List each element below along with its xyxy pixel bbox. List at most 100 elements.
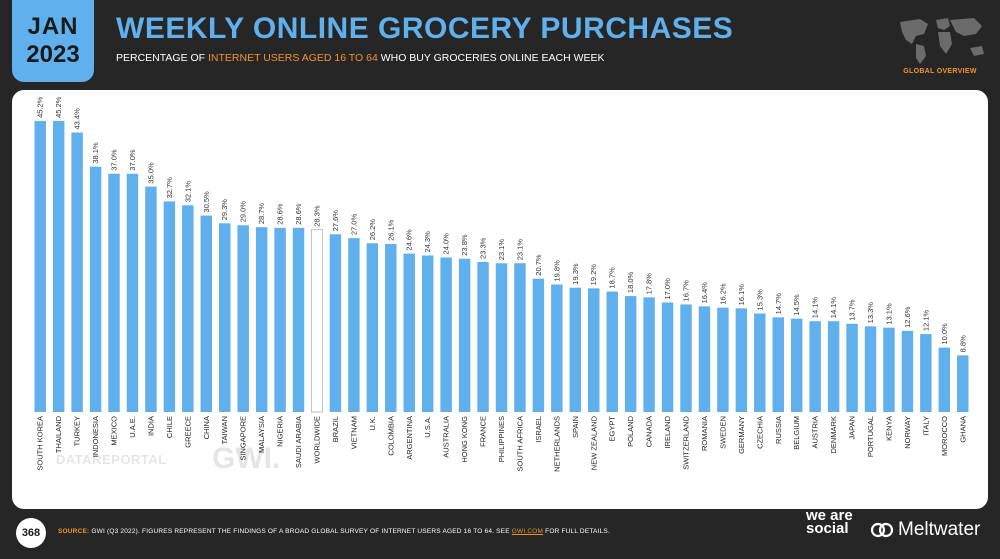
subtitle-pre: PERCENTAGE OF bbox=[116, 52, 208, 64]
category-label: SOUTH AFRICA bbox=[515, 416, 524, 471]
category-label: CHILE bbox=[165, 416, 174, 438]
gwi-watermark: GWI. bbox=[212, 442, 281, 475]
category-label: ROMANIA bbox=[700, 416, 709, 451]
bar-greece bbox=[182, 205, 194, 412]
value-label: 30.5% bbox=[202, 191, 211, 213]
bar-egypt bbox=[606, 291, 618, 412]
bar-worldwide bbox=[310, 229, 324, 413]
category-label: COLOMBIA bbox=[386, 416, 395, 456]
bar-china bbox=[200, 215, 212, 412]
value-label: 19.3% bbox=[571, 263, 580, 285]
source-end: FOR FULL DETAILS. bbox=[543, 528, 610, 535]
category-label: U.K. bbox=[368, 416, 377, 431]
bar-u-s-a- bbox=[421, 255, 434, 412]
value-label: 13.1% bbox=[884, 303, 893, 325]
bar-austria bbox=[809, 321, 821, 412]
bar-u-a-e- bbox=[126, 173, 139, 412]
world-map-graphic bbox=[900, 18, 984, 64]
value-label: 28.6% bbox=[276, 203, 285, 225]
source-link[interactable]: GWI.COM bbox=[511, 528, 544, 535]
bar-ghana bbox=[957, 355, 969, 412]
value-label: 27.0% bbox=[349, 214, 358, 236]
category-label: BRAZIL bbox=[331, 416, 340, 442]
value-label: 45.2% bbox=[54, 96, 63, 118]
category-label: NEW ZEALAND bbox=[589, 415, 598, 470]
category-label: POLAND bbox=[626, 415, 635, 446]
bar-chart: 45.2% SOUTH KOREA 45.2% THAILAND 43.4% TURKEY… bbox=[34, 96, 969, 472]
date-month: JAN bbox=[27, 13, 79, 40]
value-label: 26.2% bbox=[368, 219, 377, 241]
bar-new-zealand bbox=[588, 288, 600, 412]
category-label: ARGENTINA bbox=[405, 416, 414, 460]
value-label: 16.7% bbox=[682, 280, 691, 302]
value-label: 14.1% bbox=[811, 297, 820, 319]
category-label: INDIA bbox=[146, 416, 155, 436]
category-label: NIGERIA bbox=[276, 416, 285, 447]
bar-morocco bbox=[938, 347, 951, 412]
category-label: VIETNAM bbox=[349, 416, 358, 449]
bar-thailand bbox=[52, 120, 65, 412]
value-label: 37.0% bbox=[128, 149, 137, 171]
category-label: CHINA bbox=[202, 416, 211, 439]
value-label: 32.7% bbox=[165, 177, 174, 199]
bar-taiwan bbox=[219, 223, 231, 412]
bar-netherlands bbox=[551, 284, 563, 412]
source-note: SOURCE: GWI (Q3 2022). FIGURES REPRESENT… bbox=[58, 528, 610, 535]
value-label: 8.8% bbox=[958, 335, 967, 352]
category-label: CANADA bbox=[645, 416, 654, 447]
bar-czechia bbox=[754, 313, 766, 412]
category-label: RUSSIA bbox=[774, 416, 783, 444]
value-label: 17.0% bbox=[663, 278, 672, 300]
bar-poland bbox=[624, 296, 637, 412]
bar-indonesia bbox=[89, 166, 102, 412]
value-label: 19.2% bbox=[589, 264, 598, 286]
date-year: 2023 bbox=[26, 41, 80, 68]
world-map-icon: GLOBAL OVERVIEW bbox=[890, 14, 990, 80]
category-label: NORWAY bbox=[903, 416, 912, 449]
meltwater-logo: Meltwater bbox=[870, 519, 980, 541]
bar-turkey bbox=[71, 132, 83, 412]
value-label: 27.6% bbox=[331, 210, 340, 232]
category-label: GERMANY bbox=[737, 416, 746, 454]
category-label: EGYPT bbox=[608, 416, 617, 442]
value-label: 23.1% bbox=[497, 239, 506, 261]
bar-denmark bbox=[827, 321, 840, 412]
bar-kenya bbox=[883, 327, 895, 412]
value-label: 35.0% bbox=[146, 162, 155, 184]
value-label: 14.1% bbox=[829, 297, 838, 319]
category-label: SWITZERLAND bbox=[682, 415, 691, 469]
category-label: U.A.E. bbox=[128, 416, 137, 438]
category-label: PHILIPPINES bbox=[497, 416, 506, 462]
bar-hong-kong bbox=[458, 258, 471, 412]
value-label: 45.2% bbox=[36, 96, 45, 118]
category-label: PORTUGAL bbox=[866, 416, 875, 457]
category-label: CZECHIA bbox=[755, 416, 764, 449]
subtitle-highlight: INTERNET USERS AGED 16 TO 64 bbox=[207, 52, 378, 64]
value-label: 24.6% bbox=[405, 229, 414, 251]
category-label: JAPAN bbox=[848, 416, 857, 440]
category-label: MOROCCO bbox=[940, 416, 949, 456]
value-label: 16.1% bbox=[737, 284, 746, 306]
category-label: HONG KONG bbox=[460, 416, 469, 463]
bar-mexico bbox=[108, 173, 120, 412]
category-label: SWEDEN bbox=[718, 416, 727, 449]
bar-south-africa bbox=[514, 263, 526, 412]
bar-u-k- bbox=[366, 243, 379, 412]
category-label: NETHERLANDS bbox=[552, 416, 561, 472]
value-label: 28.7% bbox=[257, 203, 266, 225]
category-label: DENMARK bbox=[829, 416, 838, 454]
category-label: AUSTRIA bbox=[811, 416, 820, 449]
category-label: GHANA bbox=[958, 416, 967, 443]
value-label: 38.1% bbox=[91, 142, 100, 164]
bar-philippines bbox=[495, 263, 508, 412]
page-number: 368 bbox=[16, 518, 46, 548]
global-overview-label: GLOBAL OVERVIEW bbox=[903, 68, 977, 75]
value-label: 18.0% bbox=[626, 271, 635, 293]
value-label: 24.0% bbox=[442, 233, 451, 255]
bar-romania bbox=[698, 306, 711, 412]
category-label: U.S.A. bbox=[423, 416, 432, 438]
category-label: FRANCE bbox=[479, 416, 488, 447]
bar-norway bbox=[901, 330, 914, 412]
meltwater-name: Meltwater bbox=[898, 519, 981, 540]
category-label: INDONESIA bbox=[91, 416, 100, 457]
